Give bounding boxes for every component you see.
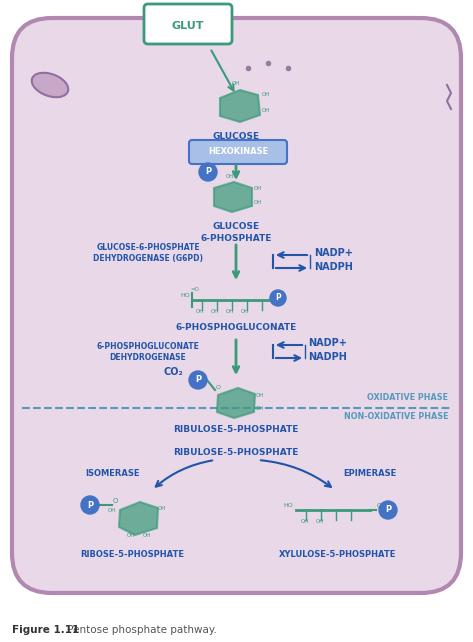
Text: P: P bbox=[195, 376, 201, 385]
Text: GLUCOSE: GLUCOSE bbox=[212, 132, 260, 141]
FancyBboxPatch shape bbox=[12, 18, 461, 593]
Text: OH: OH bbox=[108, 508, 116, 513]
Text: OH: OH bbox=[254, 186, 263, 191]
Text: 6-PHOSPHOGLUCONATE: 6-PHOSPHOGLUCONATE bbox=[175, 323, 297, 332]
Polygon shape bbox=[217, 388, 255, 418]
Text: OH: OH bbox=[232, 81, 240, 86]
Text: =O: =O bbox=[190, 287, 199, 292]
Text: Pentose phosphate pathway.: Pentose phosphate pathway. bbox=[64, 625, 217, 635]
Circle shape bbox=[81, 496, 99, 514]
FancyBboxPatch shape bbox=[189, 140, 287, 164]
Circle shape bbox=[199, 163, 217, 181]
Text: GLUCOSE
6-PHOSPHATE: GLUCOSE 6-PHOSPHATE bbox=[200, 222, 272, 243]
Text: NADPH: NADPH bbox=[314, 262, 353, 272]
Text: P: P bbox=[205, 168, 211, 177]
Text: OXIDATIVE PHASE: OXIDATIVE PHASE bbox=[367, 393, 448, 402]
Text: P: P bbox=[385, 505, 391, 514]
Text: OH: OH bbox=[143, 533, 151, 538]
Text: OH: OH bbox=[254, 200, 263, 205]
Text: OH: OH bbox=[256, 406, 264, 411]
Text: P: P bbox=[87, 501, 93, 510]
Text: OH: OH bbox=[196, 309, 204, 314]
Text: XYLULOSE-5-PHOSPHATE: XYLULOSE-5-PHOSPHATE bbox=[280, 550, 397, 559]
Text: O: O bbox=[113, 498, 118, 504]
Text: NADP+: NADP+ bbox=[314, 248, 353, 258]
Text: OH: OH bbox=[262, 92, 271, 97]
Text: HO: HO bbox=[180, 293, 190, 298]
Text: 6-PHOSPHOGLUCONATE
DEHYDROGENASE: 6-PHOSPHOGLUCONATE DEHYDROGENASE bbox=[96, 342, 200, 362]
Text: Figure 1.11: Figure 1.11 bbox=[12, 625, 79, 635]
Text: OH: OH bbox=[127, 533, 135, 538]
Text: OH: OH bbox=[226, 174, 235, 179]
Text: OH: OH bbox=[316, 519, 324, 524]
Text: GLUCOSE-6-PHOSPHATE
DEHYDROGENASE (G6PD): GLUCOSE-6-PHOSPHATE DEHYDROGENASE (G6PD) bbox=[93, 243, 203, 263]
Text: NADPH: NADPH bbox=[308, 352, 347, 362]
Text: OH: OH bbox=[226, 309, 234, 314]
Polygon shape bbox=[220, 90, 260, 122]
Text: OH: OH bbox=[256, 393, 264, 398]
Text: RIBULOSE-5-PHOSPHATE: RIBULOSE-5-PHOSPHATE bbox=[173, 425, 298, 434]
Text: RIBOSE-5-PHOSPHATE: RIBOSE-5-PHOSPHATE bbox=[80, 550, 184, 559]
Circle shape bbox=[379, 501, 397, 519]
Polygon shape bbox=[119, 502, 158, 535]
Text: HEXOKINASE: HEXOKINASE bbox=[208, 148, 268, 157]
Text: EPIMERASE: EPIMERASE bbox=[343, 469, 397, 478]
Text: OH: OH bbox=[241, 309, 249, 314]
Text: O: O bbox=[216, 385, 221, 390]
Text: GLUT: GLUT bbox=[172, 21, 204, 31]
Circle shape bbox=[270, 290, 286, 306]
Ellipse shape bbox=[32, 73, 68, 97]
Text: HO: HO bbox=[283, 503, 293, 508]
Text: NADP+: NADP+ bbox=[308, 338, 347, 348]
Text: OH: OH bbox=[262, 108, 271, 113]
Text: ISOMERASE: ISOMERASE bbox=[85, 469, 139, 478]
Text: NON-OXIDATIVE PHASE: NON-OXIDATIVE PHASE bbox=[343, 412, 448, 421]
FancyBboxPatch shape bbox=[144, 4, 232, 44]
Polygon shape bbox=[214, 182, 252, 212]
Circle shape bbox=[189, 371, 207, 389]
Text: CO₂: CO₂ bbox=[163, 367, 183, 377]
Text: OH: OH bbox=[158, 506, 166, 511]
Text: OH: OH bbox=[211, 309, 219, 314]
Text: RIBULOSE-5-PHOSPHATE: RIBULOSE-5-PHOSPHATE bbox=[173, 448, 298, 457]
Text: O: O bbox=[377, 503, 382, 509]
Text: OH: OH bbox=[301, 519, 309, 524]
Text: P: P bbox=[275, 293, 281, 302]
